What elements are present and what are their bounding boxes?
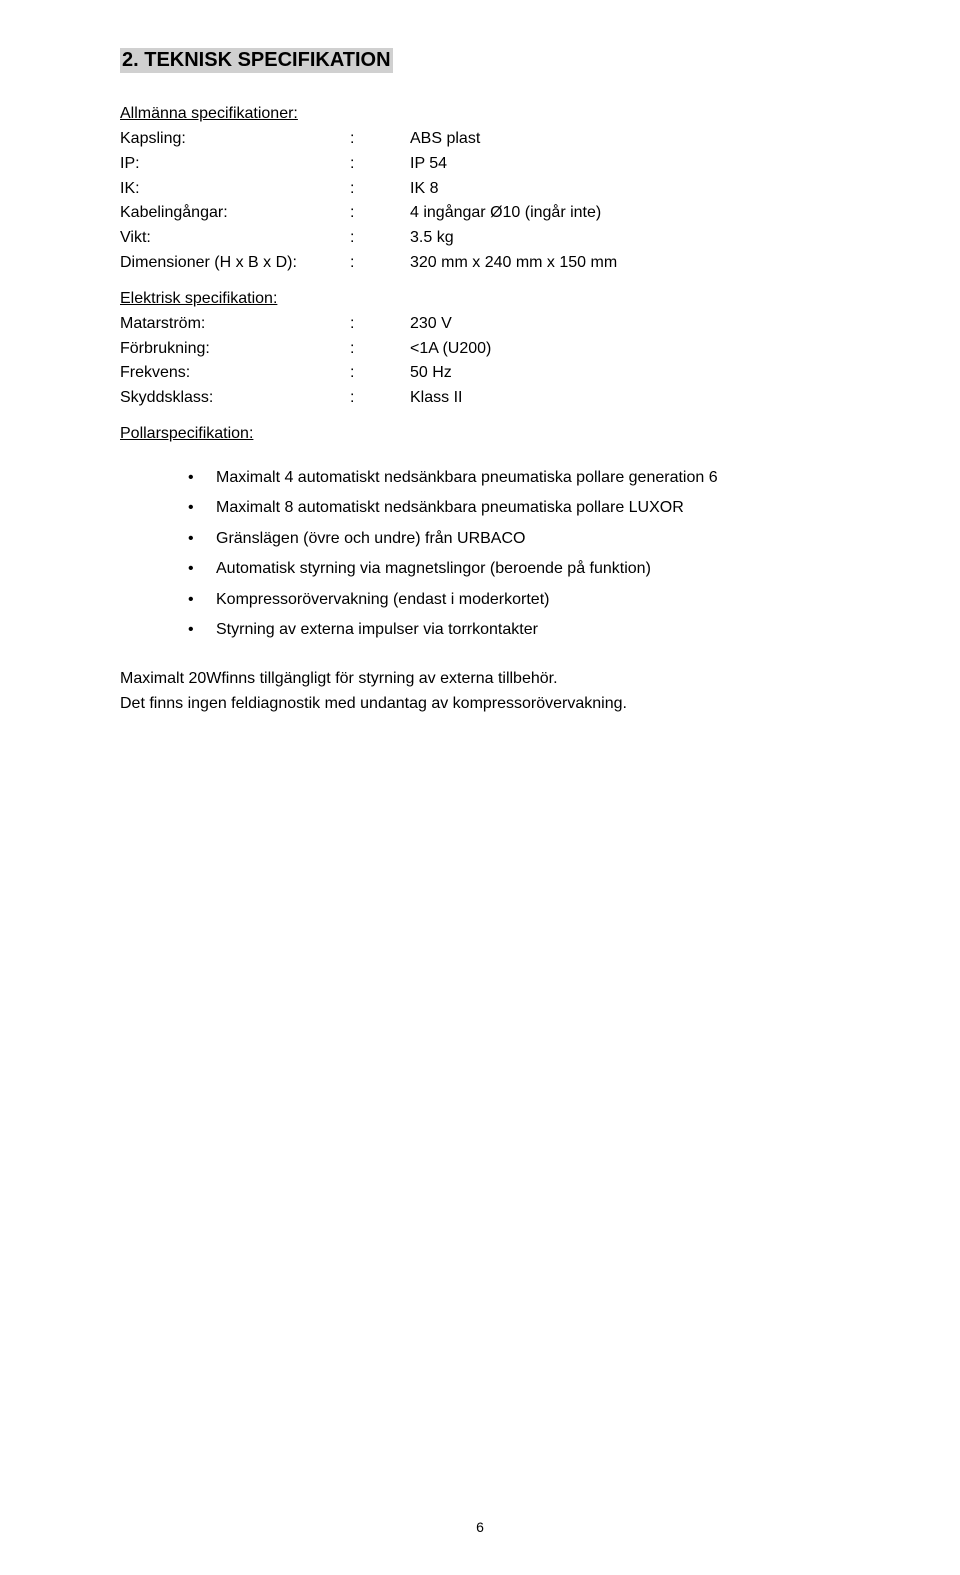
bullet-text: Gränslägen (övre och undre) från URBACO bbox=[216, 524, 870, 554]
spec-value: 230 V bbox=[410, 312, 870, 337]
spec-value: 50 Hz bbox=[410, 361, 870, 386]
bullet-icon: • bbox=[188, 585, 216, 615]
spec-value: Klass II bbox=[410, 386, 870, 411]
spec-row: IK: : IK 8 bbox=[120, 177, 870, 202]
spec-row: Dimensioner (H x B x D): : 320 mm x 240 … bbox=[120, 251, 870, 276]
spec-colon: : bbox=[350, 226, 410, 251]
bullet-text: Kompressorövervakning (endast i moderkor… bbox=[216, 585, 870, 615]
spec-colon: : bbox=[350, 386, 410, 411]
spec-row: IP: : IP 54 bbox=[120, 152, 870, 177]
list-item: • Maximalt 8 automatiskt nedsänkbara pne… bbox=[188, 493, 870, 523]
spec-row: Matarström: : 230 V bbox=[120, 312, 870, 337]
spec-row: Kapsling: : ABS plast bbox=[120, 127, 870, 152]
list-item: • Styrning av externa impulser via torrk… bbox=[188, 615, 870, 645]
spec-row: Vikt: : 3.5 kg bbox=[120, 226, 870, 251]
spec-value: IP 54 bbox=[410, 152, 870, 177]
list-item: • Automatisk styrning via magnetslingor … bbox=[188, 554, 870, 584]
bullet-icon: • bbox=[188, 554, 216, 584]
spec-value: <1A (U200) bbox=[410, 337, 870, 362]
bullet-icon: • bbox=[188, 463, 216, 493]
list-item: • Maximalt 4 automatiskt nedsänkbara pne… bbox=[188, 463, 870, 493]
pollar-bullet-list: • Maximalt 4 automatiskt nedsänkbara pne… bbox=[188, 463, 870, 645]
spec-value: IK 8 bbox=[410, 177, 870, 202]
pollar-spec-title: Pollarspecifikation: bbox=[120, 425, 870, 443]
spec-colon: : bbox=[350, 177, 410, 202]
section-heading: 2. TEKNISK SPECIFIKATION bbox=[120, 48, 393, 73]
spec-label: Kapsling: bbox=[120, 127, 350, 152]
electrical-spec-rows: Matarström: : 230 V Förbrukning: : <1A (… bbox=[120, 312, 870, 411]
electrical-spec-title: Elektrisk specifikation: bbox=[120, 290, 870, 308]
spec-label: Vikt: bbox=[120, 226, 350, 251]
spec-label: Frekvens: bbox=[120, 361, 350, 386]
spec-colon: : bbox=[350, 361, 410, 386]
spec-label: Kabelingångar: bbox=[120, 201, 350, 226]
spec-value: ABS plast bbox=[410, 127, 870, 152]
bullet-text: Styrning av externa impulser via torrkon… bbox=[216, 615, 870, 645]
spec-colon: : bbox=[350, 312, 410, 337]
footer-paragraph: Maximalt 20Wfinns tillgängligt för styrn… bbox=[120, 667, 870, 717]
spec-value: 4 ingångar Ø10 (ingår inte) bbox=[410, 201, 870, 226]
bullet-text: Maximalt 4 automatiskt nedsänkbara pneum… bbox=[216, 463, 870, 493]
bullet-text: Automatisk styrning via magnetslingor (b… bbox=[216, 554, 870, 584]
page-number: 6 bbox=[476, 1519, 484, 1535]
spec-value: 3.5 kg bbox=[410, 226, 870, 251]
bullet-icon: • bbox=[188, 524, 216, 554]
spec-label: Matarström: bbox=[120, 312, 350, 337]
bullet-text: Maximalt 8 automatiskt nedsänkbara pneum… bbox=[216, 493, 870, 523]
spec-row: Kabelingångar: : 4 ingångar Ø10 (ingår i… bbox=[120, 201, 870, 226]
footer-line: Maximalt 20Wfinns tillgängligt för styrn… bbox=[120, 667, 870, 692]
spec-row: Förbrukning: : <1A (U200) bbox=[120, 337, 870, 362]
spec-label: Skyddsklass: bbox=[120, 386, 350, 411]
list-item: • Gränslägen (övre och undre) från URBAC… bbox=[188, 524, 870, 554]
spec-label: IK: bbox=[120, 177, 350, 202]
bullet-icon: • bbox=[188, 615, 216, 645]
general-spec-rows: Kapsling: : ABS plast IP: : IP 54 IK: : … bbox=[120, 127, 870, 276]
footer-line: Det finns ingen feldiagnostik med undant… bbox=[120, 692, 870, 717]
spec-colon: : bbox=[350, 127, 410, 152]
spec-label: Förbrukning: bbox=[120, 337, 350, 362]
general-spec-title: Allmänna specifikationer: bbox=[120, 105, 870, 123]
spec-colon: : bbox=[350, 201, 410, 226]
spec-value: 320 mm x 240 mm x 150 mm bbox=[410, 251, 870, 276]
spec-row: Frekvens: : 50 Hz bbox=[120, 361, 870, 386]
spec-row: Skyddsklass: : Klass II bbox=[120, 386, 870, 411]
spec-colon: : bbox=[350, 251, 410, 276]
bullet-icon: • bbox=[188, 493, 216, 523]
spec-label: Dimensioner (H x B x D): bbox=[120, 251, 350, 276]
spec-colon: : bbox=[350, 337, 410, 362]
list-item: • Kompressorövervakning (endast i moderk… bbox=[188, 585, 870, 615]
spec-label: IP: bbox=[120, 152, 350, 177]
spec-colon: : bbox=[350, 152, 410, 177]
